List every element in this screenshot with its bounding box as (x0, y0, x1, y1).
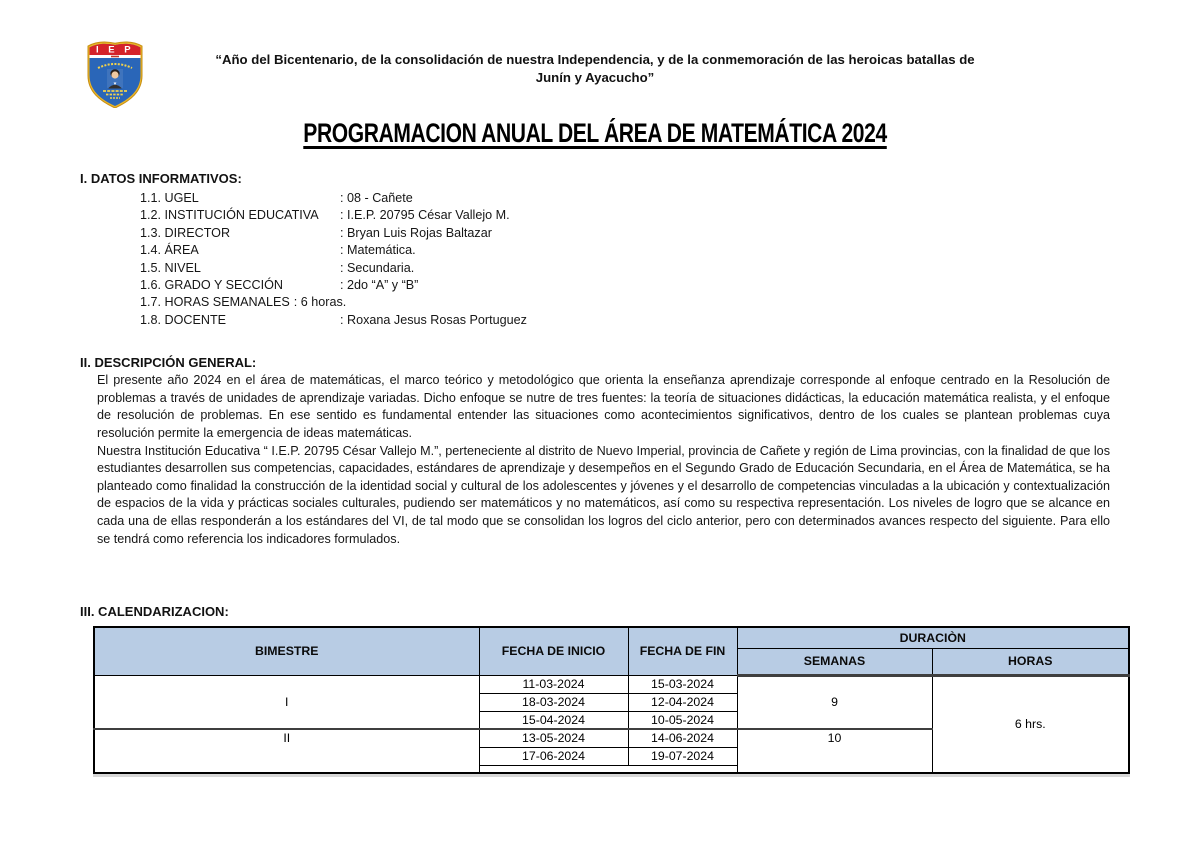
section-datos-informativos: I. DATOS INFORMATIVOS: 1.1. UGEL : 08 - … (80, 171, 1110, 329)
info-item-label: 1.6. GRADO Y SECCIÓN (140, 278, 284, 293)
cell-fecha-fin: 15-03-2024 (627, 674, 738, 694)
header-quote-line-2: Junín y Ayacucho” (535, 69, 655, 85)
info-item-value: : Matemática. (340, 243, 416, 258)
table-row: I 11-03-2024 15-03-2024 9 6 hrs. (93, 674, 1130, 774)
info-item-label: 1.8. DOCENTE (140, 312, 227, 327)
description-paragraphs: El presente año 2024 en el área de matem… (80, 372, 1110, 548)
cell-fecha-fin: 12-04-2024 (627, 692, 738, 712)
info-item-label: 1.4. ÁREA (140, 243, 199, 258)
info-item-value: : 6 horas. (293, 295, 347, 310)
cell-fecha-fin: 19-07-2024 (627, 746, 738, 766)
section-heading-calendarizacion: III. CALENDARIZACION: (80, 604, 229, 620)
info-item-row: 1.7. HORAS SEMANALES : 6 horas. (140, 294, 1110, 311)
info-item-row: 1.1. UGEL : 08 - Cañete (140, 190, 1110, 207)
calendarizacion-table: BIMESTRE FECHA DE INICIO FECHA DE FIN DU… (93, 626, 1131, 775)
cell-horas-total: 6 hrs. (931, 674, 1130, 774)
info-item-row: 1.8. DOCENTE : Roxana Jesus Rosas Portug… (140, 312, 1110, 329)
school-crest-logo: I E P (85, 40, 145, 108)
section-heading-datos: I. DATOS INFORMATIVOS: (80, 171, 242, 186)
cell-fecha-inicio: 13-05-2024 (478, 728, 629, 748)
table-row: 17-06-2024 19-07-2024 (94, 746, 1129, 766)
table-row: II 13-05-2024 14-06-2024 10 (93, 728, 1129, 774)
col-header-bimestre: BIMESTRE (93, 626, 480, 676)
info-list: 1.1. UGEL : 08 - Cañete 1.2. INSTITUCIÓN… (80, 190, 1110, 329)
col-header-fecha-fin: FECHA DE FIN (627, 626, 738, 676)
info-item-value: : Roxana Jesus Rosas Portuguez (340, 312, 527, 327)
table-row (94, 764, 1129, 774)
shield-icon: I E P (87, 41, 143, 108)
table-spacer-cell (478, 764, 738, 774)
title-row: PROGRAMACION ANUAL DEL ÁREA DE MATEMÁTIC… (80, 119, 1110, 148)
info-item-value: : I.E.P. 20795 César Vallejo M. (340, 208, 510, 223)
col-header-fecha-inicio: FECHA DE INICIO (478, 626, 629, 676)
col-header-semanas: SEMANAS (736, 647, 933, 677)
info-item-row: 1.2. INSTITUCIÓN EDUCATIVA : I.E.P. 2079… (140, 207, 1110, 224)
cell-fecha-inicio: 15-04-2024 (478, 710, 629, 730)
section-heading-descripcion: II. DESCRIPCIÓN GENERAL: (80, 355, 257, 371)
info-item-label: 1.1. UGEL (140, 191, 199, 205)
info-item-value: : Bryan Luis Rojas Baltazar (340, 225, 492, 240)
descripcion-paragraph-1: El presente año 2024 en el área de matem… (97, 373, 1110, 441)
descripcion-paragraph-2: Nuestra Institución Educativa “ I.E.P. 2… (97, 443, 1110, 546)
col-header-horas: HORAS (931, 647, 1130, 677)
info-item-label: 1.3. DIRECTOR (140, 225, 231, 240)
info-item-value: : 08 - Cañete (340, 191, 413, 205)
cell-bimestre-1: I (93, 674, 480, 730)
cell-fecha-inicio: 11-03-2024 (478, 674, 629, 694)
info-item-row: 1.5. NIVEL : Secundaria. (140, 260, 1110, 277)
document-title: PROGRAMACION ANUAL DEL ÁREA DE MATEMÁTIC… (303, 118, 887, 148)
info-item-label: 1.2. INSTITUCIÓN EDUCATIVA (140, 208, 319, 223)
cell-fecha-fin: 10-05-2024 (627, 710, 738, 730)
cell-semanas-2: 10 (736, 728, 933, 774)
info-item-row: 1.3. DIRECTOR : Bryan Luis Rojas Baltaza… (140, 225, 1110, 242)
header-quote-line-1: “Año del Bicentenario, de la consolidaci… (215, 52, 975, 67)
cell-bimestre-2: II (93, 728, 480, 774)
document-header: I E P “Año del Bicentenario, de la conso… (80, 0, 1110, 108)
col-header-duracion: DURACIÒN (736, 626, 1130, 649)
cell-fecha-fin: 14-06-2024 (627, 728, 738, 748)
info-item-value: : Secundaria. (340, 260, 415, 275)
section-calendarizacion: III. CALENDARIZACION: BIMESTRE FECHA DE … (80, 604, 1131, 775)
info-item-label: 1.7. HORAS SEMANALES (140, 295, 290, 310)
cell-fecha-inicio: 18-03-2024 (478, 692, 629, 712)
info-item-label: 1.5. NIVEL (140, 260, 201, 275)
info-item-row: 1.4. ÁREA : Matemática. (140, 242, 1110, 259)
cell-fecha-inicio: 17-06-2024 (478, 746, 629, 766)
logo-letters: I E P (96, 45, 134, 56)
info-item-value: : 2do “A” y “B” (340, 278, 419, 293)
info-item-row: 1.6. GRADO Y SECCIÓN : 2do “A” y “B” (140, 277, 1110, 294)
section-descripcion-general: II. DESCRIPCIÓN GENERAL: El presente año… (80, 355, 1110, 548)
table-row: 15-04-2024 10-05-2024 (94, 710, 1129, 730)
cell-semanas-1: 9 (736, 674, 933, 730)
header-quote: “Año del Bicentenario, de la consolidaci… (185, 51, 1005, 86)
